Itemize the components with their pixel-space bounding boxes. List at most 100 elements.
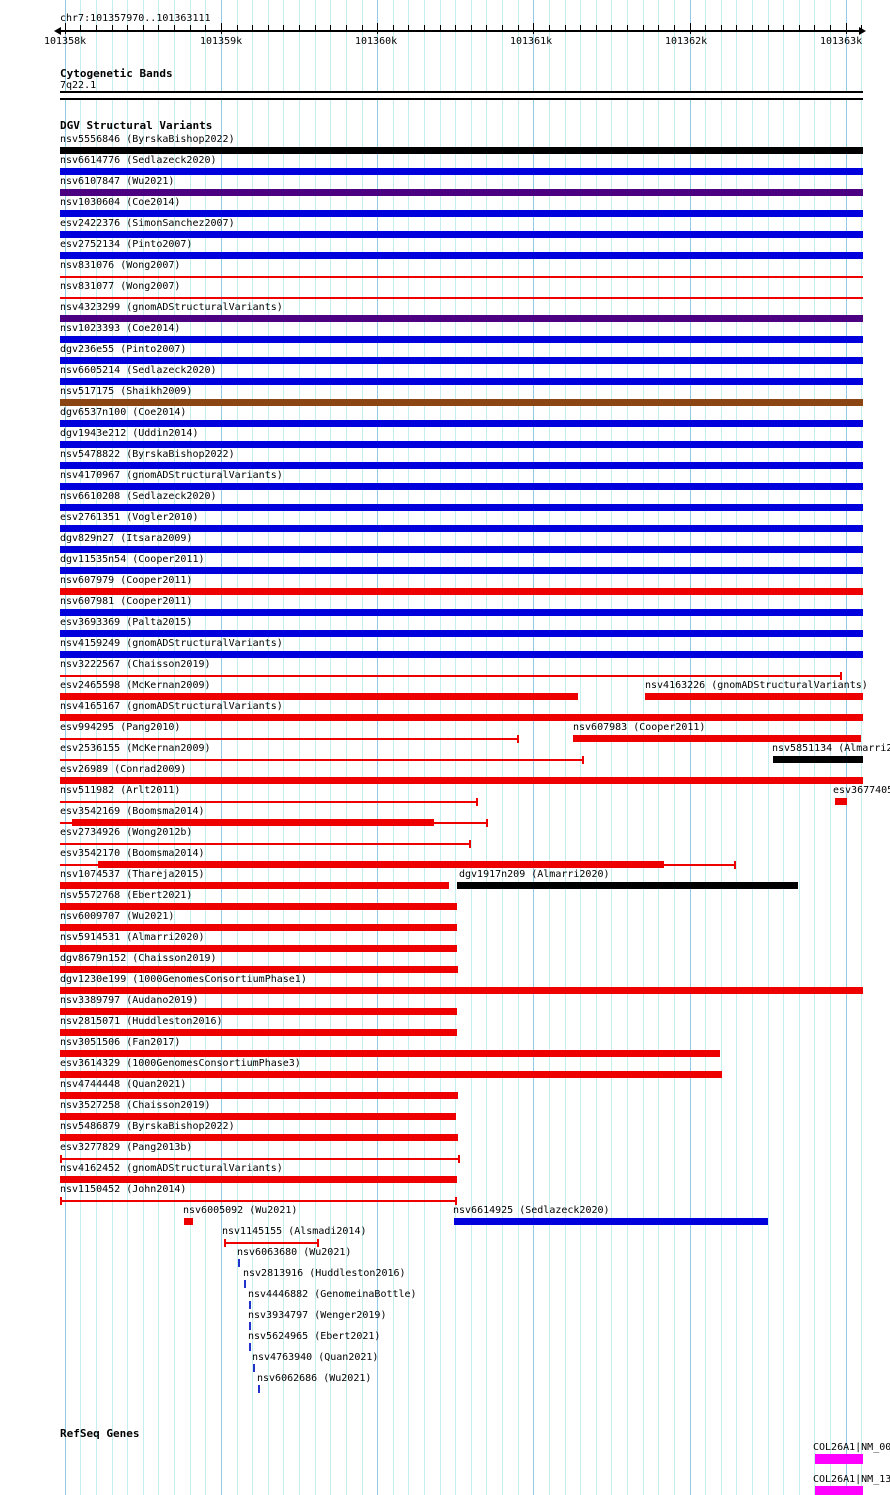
variant-label[interactable]: nsv6063680 (Wu2021) — [237, 1247, 352, 1258]
variant-label[interactable]: nsv6605214 (Sedlazeck2020) — [60, 365, 217, 376]
variant-label[interactable]: esv3542169 (Boomsma2014) — [60, 806, 205, 817]
variant-label[interactable]: nsv3389797 (Audano2019) — [60, 995, 199, 1006]
variant-label[interactable]: nsv4162452 (gnomADStructuralVariants) — [60, 1163, 283, 1174]
variant-bar[interactable] — [835, 798, 847, 805]
variant-bar[interactable] — [98, 861, 664, 868]
variant-range-line[interactable] — [60, 843, 470, 845]
variant-label[interactable]: esv2465598 (McKernan2009) — [60, 680, 211, 691]
variant-bar[interactable] — [60, 483, 863, 490]
variant-bar[interactable] — [60, 378, 863, 385]
variant-label[interactable]: nsv6610208 (Sedlazeck2020) — [60, 491, 217, 502]
variant-bar[interactable] — [60, 546, 863, 553]
variant-label[interactable]: esv994295 (Pang2010) — [60, 722, 181, 733]
variant-label[interactable]: nsv4744448 (Quan2021) — [60, 1079, 187, 1090]
variant-label[interactable]: esv2752134 (Pinto2007) — [60, 239, 193, 250]
variant-label[interactable]: dgv6537n100 (Coe2014) — [60, 407, 187, 418]
variant-label[interactable]: nsv2813916 (Huddleston2016) — [243, 1268, 406, 1279]
variant-label[interactable]: nsv5851134 (Almarri2 — [772, 743, 890, 754]
variant-label[interactable]: nsv5486879 (ByrskaBishop2022) — [60, 1121, 235, 1132]
variant-point-tick[interactable] — [244, 1280, 246, 1288]
variant-label[interactable]: nsv3934797 (Wenger2019) — [248, 1310, 387, 1321]
variant-label[interactable]: nsv4170967 (gnomADStructuralVariants) — [60, 470, 283, 481]
variant-bar[interactable] — [60, 903, 457, 910]
variant-label[interactable]: nsv511982 (Arlt2011) — [60, 785, 181, 796]
variant-label[interactable]: nsv5624965 (Ebert2021) — [248, 1331, 381, 1342]
variant-point-tick[interactable] — [258, 1385, 260, 1393]
variant-range-line[interactable] — [224, 1242, 318, 1244]
variant-bar[interactable] — [60, 420, 863, 427]
variant-label[interactable]: nsv6062686 (Wu2021) — [257, 1373, 372, 1384]
variant-label[interactable]: nsv4159249 (gnomADStructuralVariants) — [60, 638, 283, 649]
variant-range-line[interactable] — [60, 1158, 459, 1160]
variant-bar[interactable] — [60, 1092, 458, 1099]
variant-label[interactable]: esv3614329 (1000GenomesConsortiumPhase3) — [60, 1058, 301, 1069]
variant-label[interactable]: nsv4163226 (gnomADStructuralVariants) — [645, 680, 868, 691]
variant-label[interactable]: esv3693369 (Palta2015) — [60, 617, 193, 628]
variant-label[interactable]: nsv6005092 (Wu2021) — [183, 1205, 298, 1216]
variant-label[interactable]: dgv829n27 (Itsara2009) — [60, 533, 193, 544]
variant-bar[interactable] — [60, 882, 449, 889]
variant-bar[interactable] — [60, 357, 863, 364]
variant-label[interactable]: nsv4165167 (gnomADStructuralVariants) — [60, 701, 283, 712]
variant-bar[interactable] — [60, 987, 863, 994]
variant-bar[interactable] — [60, 1134, 458, 1141]
variant-label[interactable]: nsv4323299 (gnomADStructuralVariants) — [60, 302, 283, 313]
variant-label[interactable]: nsv1074537 (Thareja2015) — [60, 869, 205, 880]
variant-label[interactable]: nsv6614925 (Sedlazeck2020) — [453, 1205, 610, 1216]
variant-bar[interactable] — [60, 525, 863, 532]
variant-range-line[interactable] — [60, 738, 518, 740]
variant-label[interactable]: dgv1917n209 (Almarri2020) — [459, 869, 610, 880]
variant-label[interactable]: nsv4763940 (Quan2021) — [252, 1352, 379, 1363]
variant-label[interactable]: nsv5914531 (Almarri2020) — [60, 932, 205, 943]
variant-bar[interactable] — [60, 1113, 456, 1120]
variant-bar[interactable] — [60, 399, 863, 406]
variant-bar[interactable] — [773, 756, 863, 763]
gene-bar[interactable] — [815, 1454, 863, 1464]
variant-point-tick[interactable] — [238, 1259, 240, 1267]
variant-range-line[interactable] — [60, 801, 477, 803]
variant-label[interactable]: nsv607979 (Cooper2011) — [60, 575, 193, 586]
variant-bar[interactable] — [60, 945, 457, 952]
gene-label[interactable]: COL26A1|NM_00 — [813, 1442, 890, 1453]
variant-bar[interactable] — [60, 924, 457, 931]
variant-label[interactable]: dgv1230e199 (1000GenomesConsortiumPhase1… — [60, 974, 307, 985]
variant-label[interactable]: dgv8679n152 (Chaisson2019) — [60, 953, 217, 964]
variant-bar[interactable] — [60, 504, 863, 511]
variant-label[interactable]: dgv11535n54 (Cooper2011) — [60, 554, 205, 565]
variant-label[interactable]: nsv517175 (Shaikh2009) — [60, 386, 193, 397]
variant-bar[interactable] — [60, 315, 863, 322]
variant-label[interactable]: nsv6614776 (Sedlazeck2020) — [60, 155, 217, 166]
variant-bar[interactable] — [454, 1218, 768, 1225]
variant-label[interactable]: esv3277829 (Pang2013b) — [60, 1142, 193, 1153]
variant-label[interactable]: nsv6009707 (Wu2021) — [60, 911, 175, 922]
variant-bar[interactable] — [60, 1176, 457, 1183]
variant-bar[interactable] — [60, 441, 863, 448]
variant-bar[interactable] — [60, 588, 863, 595]
variant-label[interactable]: esv2422376 (SimonSanchez2007) — [60, 218, 235, 229]
variant-point-tick[interactable] — [249, 1343, 251, 1351]
variant-label[interactable]: nsv607983 (Cooper2011) — [573, 722, 706, 733]
variant-label[interactable]: nsv3527258 (Chaisson2019) — [60, 1100, 211, 1111]
variant-point-tick[interactable] — [249, 1322, 251, 1330]
variant-bar[interactable] — [60, 1071, 722, 1078]
variant-bar[interactable] — [60, 714, 863, 721]
variant-range-line[interactable] — [60, 276, 863, 278]
variant-point-tick[interactable] — [253, 1364, 255, 1372]
variant-label[interactable]: dgv236e55 (Pinto2007) — [60, 344, 187, 355]
gene-bar[interactable] — [815, 1486, 863, 1495]
variant-label[interactable]: nsv1145155 (Alsmadi2014) — [222, 1226, 367, 1237]
gene-label[interactable]: COL26A1|NM_13 — [813, 1474, 890, 1485]
variant-bar[interactable] — [60, 336, 863, 343]
cytoband-bar[interactable] — [60, 91, 863, 100]
variant-label[interactable]: nsv1023393 (Coe2014) — [60, 323, 181, 334]
variant-bar[interactable] — [60, 189, 863, 196]
variant-label[interactable]: esv2536155 (McKernan2009) — [60, 743, 211, 754]
variant-bar[interactable] — [573, 735, 861, 742]
variant-label[interactable]: nsv6107847 (Wu2021) — [60, 176, 175, 187]
variant-bar[interactable] — [72, 819, 434, 826]
variant-label[interactable]: dgv1943e212 (Uddin2014) — [60, 428, 199, 439]
variant-label[interactable]: nsv1150452 (John2014) — [60, 1184, 187, 1195]
variant-point-tick[interactable] — [249, 1301, 251, 1309]
variant-range-line[interactable] — [60, 1200, 456, 1202]
variant-bar[interactable] — [60, 966, 458, 973]
